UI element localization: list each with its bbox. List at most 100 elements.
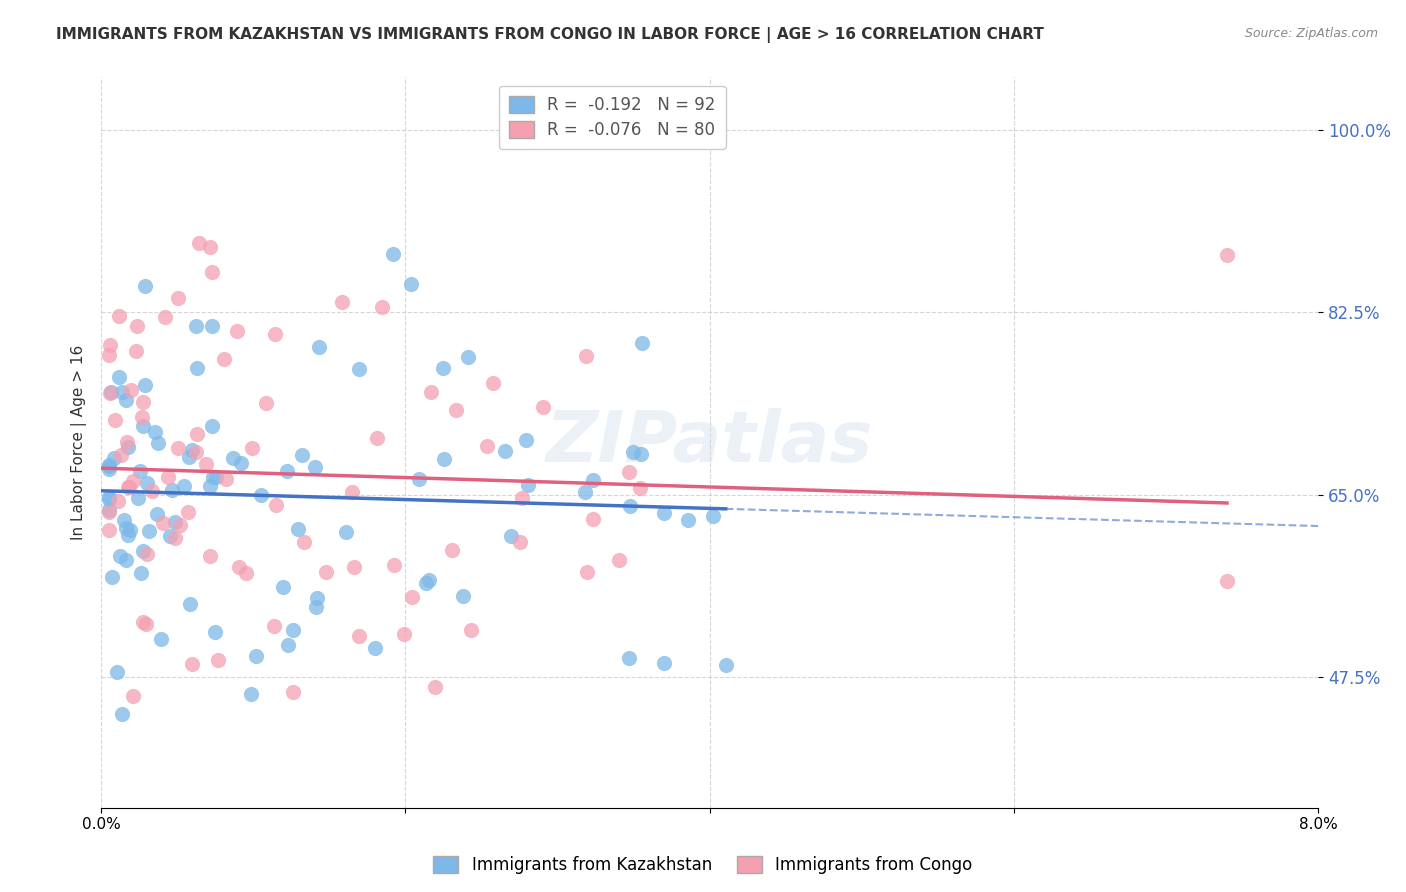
Point — [516, 477, 538, 491]
Point — [432, 361, 454, 376]
Point — [235, 566, 257, 581]
Point — [117, 528, 139, 542]
Legend: R =  -0.192   N = 92, R =  -0.076   N = 80: R = -0.192 N = 92, R = -0.076 N = 80 — [499, 86, 725, 149]
Point — [263, 619, 285, 633]
Point — [207, 652, 229, 666]
Point — [214, 351, 236, 366]
Point — [108, 549, 131, 564]
Point — [134, 279, 156, 293]
Point — [148, 436, 170, 450]
Point — [118, 479, 141, 493]
Point — [97, 523, 120, 537]
Point — [121, 474, 143, 488]
Point — [122, 689, 145, 703]
Point — [617, 465, 640, 479]
Point — [228, 559, 250, 574]
Point — [153, 310, 176, 324]
Point — [132, 419, 155, 434]
Point — [619, 499, 641, 513]
Point — [117, 440, 139, 454]
Point — [271, 580, 294, 594]
Point — [621, 445, 644, 459]
Point — [371, 300, 394, 314]
Point — [169, 518, 191, 533]
Point — [281, 685, 304, 699]
Point — [97, 491, 120, 505]
Point — [305, 599, 328, 614]
Point — [1216, 574, 1239, 588]
Point — [287, 522, 309, 536]
Point — [1216, 248, 1239, 262]
Point — [108, 370, 131, 384]
Point — [195, 457, 218, 471]
Point — [114, 521, 136, 535]
Point — [186, 360, 208, 375]
Point — [97, 349, 120, 363]
Point — [401, 277, 423, 292]
Point — [179, 597, 201, 611]
Point — [198, 240, 221, 254]
Point — [98, 338, 121, 352]
Point — [654, 506, 676, 520]
Point — [401, 590, 423, 604]
Point — [264, 498, 287, 512]
Point — [100, 384, 122, 399]
Text: IMMIGRANTS FROM KAZAKHSTAN VS IMMIGRANTS FROM CONGO IN LABOR FORCE | AGE > 16 CO: IMMIGRANTS FROM KAZAKHSTAN VS IMMIGRANTS… — [56, 27, 1045, 43]
Point — [156, 469, 179, 483]
Point — [100, 385, 122, 400]
Point — [186, 426, 208, 441]
Point — [308, 340, 330, 354]
Point — [132, 543, 155, 558]
Point — [607, 552, 630, 566]
Point — [335, 524, 357, 539]
Point — [347, 361, 370, 376]
Point — [617, 651, 640, 665]
Point — [105, 665, 128, 680]
Point — [460, 623, 482, 637]
Point — [115, 435, 138, 450]
Point — [120, 524, 142, 538]
Point — [112, 513, 135, 527]
Point — [135, 547, 157, 561]
Point — [97, 458, 120, 472]
Point — [292, 534, 315, 549]
Point — [342, 484, 364, 499]
Point — [242, 441, 264, 455]
Point — [131, 410, 153, 425]
Point — [531, 400, 554, 414]
Point — [114, 552, 136, 566]
Point — [630, 335, 652, 350]
Point — [184, 444, 207, 458]
Point — [111, 706, 134, 721]
Point — [250, 488, 273, 502]
Point — [418, 573, 440, 587]
Point — [277, 638, 299, 652]
Point — [138, 524, 160, 538]
Point — [141, 484, 163, 499]
Text: ZIPatlas: ZIPatlas — [546, 408, 873, 477]
Point — [97, 491, 120, 506]
Point — [245, 648, 267, 663]
Point — [181, 657, 204, 672]
Text: Source: ZipAtlas.com: Source: ZipAtlas.com — [1244, 27, 1378, 40]
Point — [198, 549, 221, 563]
Point — [97, 462, 120, 476]
Point — [415, 576, 437, 591]
Point — [408, 472, 430, 486]
Point — [201, 470, 224, 484]
Point — [186, 318, 208, 333]
Point — [177, 450, 200, 464]
Point — [125, 343, 148, 358]
Point — [714, 658, 737, 673]
Point — [382, 247, 405, 261]
Point — [581, 512, 603, 526]
Point — [111, 385, 134, 400]
Point — [165, 532, 187, 546]
Point — [160, 483, 183, 497]
Point — [159, 529, 181, 543]
Point — [97, 458, 120, 473]
Point — [205, 470, 228, 484]
Point — [481, 376, 503, 390]
Point — [132, 395, 155, 409]
Point — [510, 491, 533, 506]
